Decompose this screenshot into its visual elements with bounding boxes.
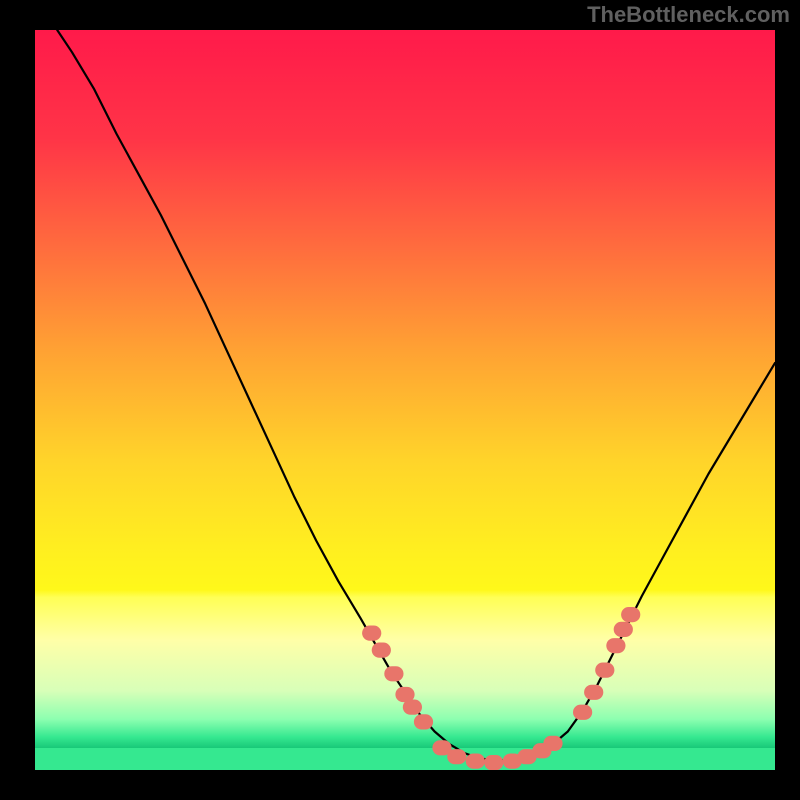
data-marker [484, 755, 503, 770]
chart-background [35, 30, 775, 748]
data-marker [362, 626, 381, 641]
data-marker [543, 736, 562, 751]
data-marker [447, 749, 466, 764]
data-marker [466, 754, 485, 769]
chart-baseline-bar [35, 748, 775, 770]
data-marker [414, 714, 433, 729]
data-marker [573, 705, 592, 720]
watermark-text: TheBottleneck.com [587, 2, 790, 28]
data-marker [372, 643, 391, 658]
data-marker [384, 666, 403, 681]
data-marker [584, 685, 603, 700]
data-marker [403, 700, 422, 715]
data-marker [621, 607, 640, 622]
data-marker [595, 663, 614, 678]
data-marker [614, 622, 633, 637]
data-marker [606, 638, 625, 653]
plot-area [35, 30, 775, 770]
chart-root: TheBottleneck.com [0, 0, 800, 800]
